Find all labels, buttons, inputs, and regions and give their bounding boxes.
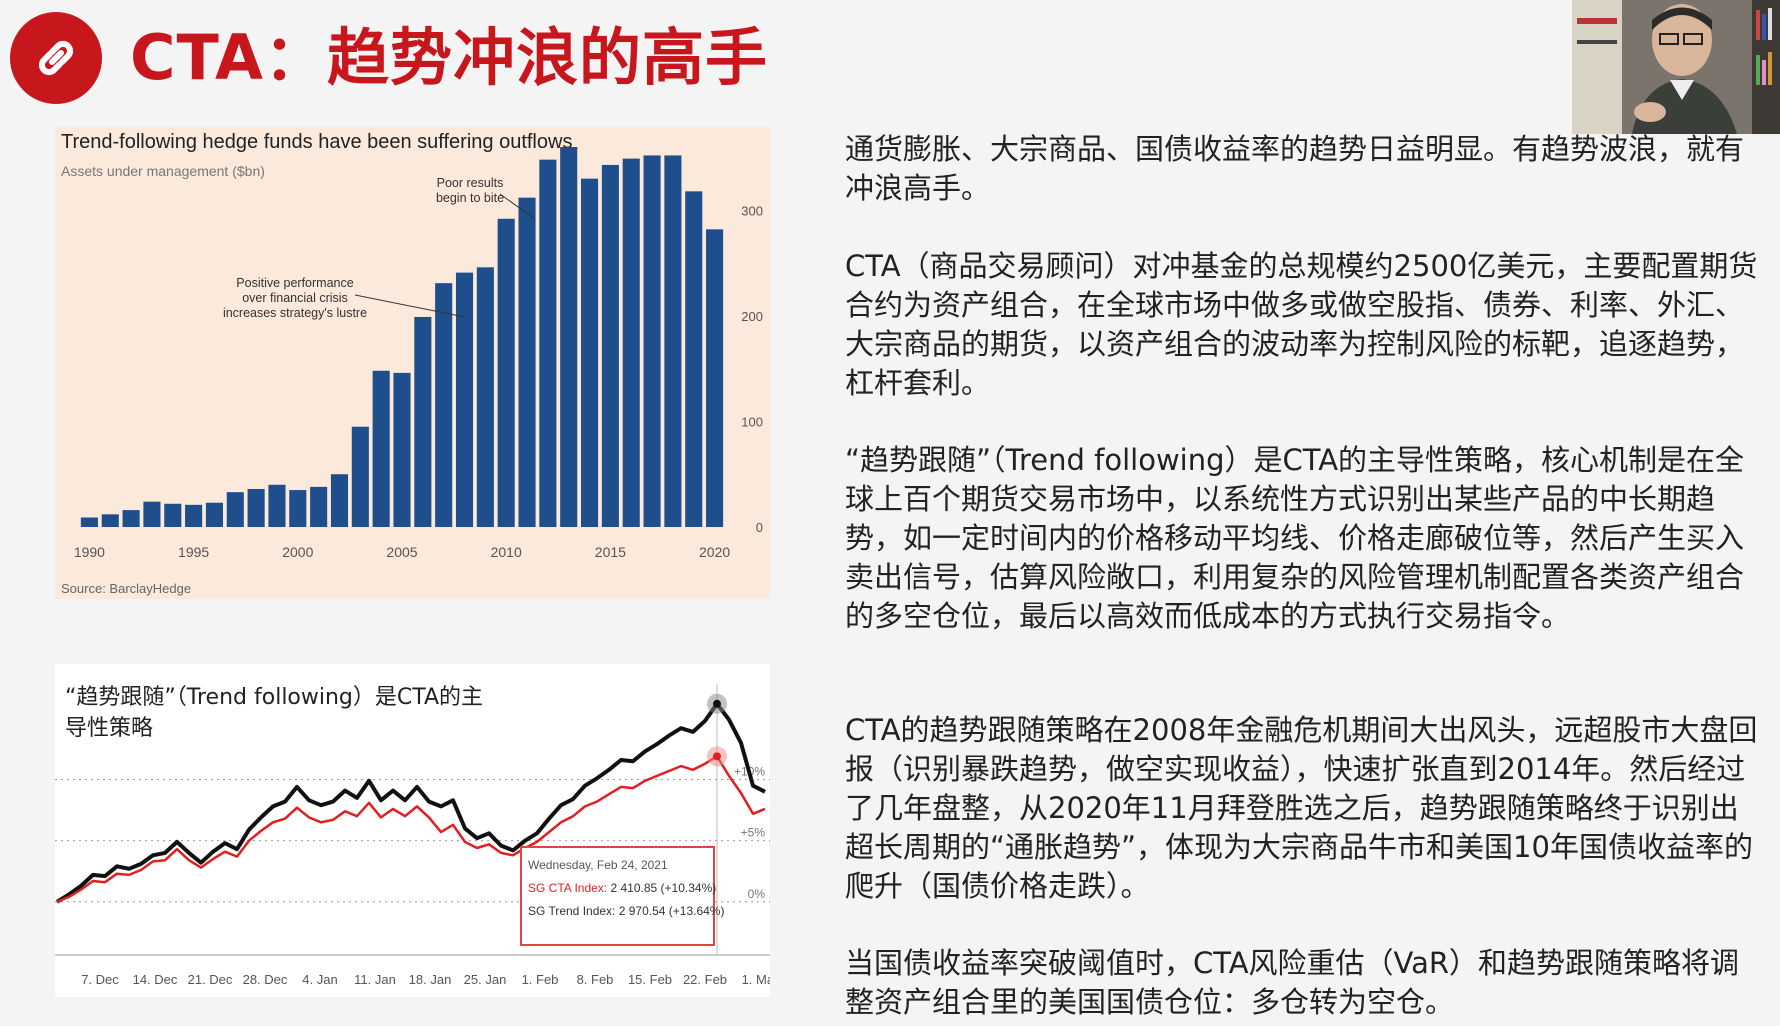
chart-caption: “趋势跟随”（Trend following）是CTA的主导性策略 [65, 685, 484, 741]
series-line [55, 701, 766, 904]
y-tick-label: 0% [748, 887, 766, 901]
annotation-text: over financial crisis [242, 291, 348, 305]
paragraph-1: 通货膨胀、大宗商品、国债收益率的趋势日益明显。有趋势波浪，就有冲浪高手。 [845, 132, 1745, 205]
x-tick-label: 28. Dec [243, 972, 288, 987]
bar [80, 517, 98, 527]
y-tick-label: 0 [756, 520, 763, 535]
x-tick-label: 2010 [491, 544, 522, 560]
annotation-text: Positive performance [236, 276, 353, 290]
bar [247, 489, 265, 527]
bar [643, 155, 661, 527]
bar [351, 426, 369, 527]
bar [393, 372, 411, 527]
paragraph-3: “趋势跟随”（Trend following）是CTA的主导性策略，核心机制是在… [845, 443, 1745, 633]
bar [476, 267, 494, 527]
bar [581, 178, 599, 527]
tooltip-trend-row: SG Trend Index: 2 970.54 (+13.64%) [528, 904, 725, 918]
x-tick-label: 15. Feb [628, 972, 672, 987]
y-tick-label: 300 [741, 203, 763, 218]
bar [414, 316, 432, 527]
bar [310, 486, 328, 527]
link-icon [38, 40, 74, 76]
chart-source: Source: BarclayHedge [61, 581, 192, 596]
hover-point [713, 699, 721, 708]
bar [226, 492, 244, 527]
x-tick-label: 18. Jan [409, 972, 452, 987]
bar [664, 155, 682, 527]
x-tick-label: 1. Feb [522, 972, 559, 987]
bar [330, 474, 349, 527]
sg-index-chart-panel: +10% +5% 0% 7. Dec 14. Dec 21. Dec 28. Dec 4. J… [55, 664, 770, 997]
presenter-video [1572, 0, 1780, 134]
aum-bar-chart: 0 100 200 300 1990 1995 2000 2005 2010 2015 2020 Po… [74, 147, 763, 560]
bar [518, 197, 536, 527]
x-tick-label: 11. Jan [354, 972, 396, 987]
page-title: CTA：趋势冲浪的高手 [130, 21, 768, 94]
x-axis-line [55, 954, 770, 956]
x-tick-label: 2005 [386, 544, 417, 560]
tooltip-cta-value: 2 410.85 (+10.34%) [610, 881, 717, 895]
y-tick-label: 200 [741, 309, 763, 324]
x-tick-label: 1995 [178, 544, 209, 560]
x-tick-label: 22. Feb [683, 972, 727, 987]
bar [601, 164, 619, 527]
bar [268, 484, 286, 527]
paragraph-2: CTA（商品交易顾问）对冲基金的总规模约2500亿美元，主要配置期货合约为资产组… [845, 249, 1758, 400]
x-tick-label: 2015 [595, 544, 626, 560]
x-tick-label: 14. Dec [133, 972, 178, 987]
x-tick-label: 1. Mar [742, 972, 770, 987]
bar [205, 502, 223, 527]
annotation-text: increases strategy's lustre [223, 306, 367, 320]
x-tick-label: 7. Dec [81, 972, 119, 987]
chart-tooltip: Wednesday, Feb 24, 2021 SG CTA Index: 2 … [520, 846, 725, 946]
annotation-text: Poor results [437, 176, 504, 190]
bar [497, 218, 515, 527]
x-tick-label: 2000 [282, 544, 313, 560]
tooltip-cta-row: SG CTA Index: 2 410.85 (+10.34%) [528, 877, 716, 900]
bar [185, 504, 203, 527]
bar [685, 191, 703, 527]
hover-point [713, 752, 721, 761]
x-tick-label: 4. Jan [302, 972, 337, 987]
paragraph-4: CTA的趋势跟随策略在2008年金融危机期间大出风头，远超股市大盘回报（识别暴跌… [845, 713, 1758, 903]
bar [122, 510, 140, 527]
y-tick-label: 100 [741, 414, 763, 429]
bar [164, 503, 182, 527]
chart-title: Trend-following hedge funds have been su… [61, 131, 573, 153]
bar [455, 272, 474, 527]
annotation-leader [499, 193, 536, 220]
series-line [56, 755, 766, 903]
bar [101, 514, 119, 527]
tooltip-date: Wednesday, Feb 24, 2021 [528, 858, 668, 872]
x-tick-label: 2020 [699, 544, 730, 560]
x-tick-label: 1990 [74, 544, 105, 560]
bar [622, 158, 640, 527]
bar [560, 147, 578, 527]
bar [706, 229, 724, 527]
bar [372, 370, 390, 527]
aum-chart-panel: Trend-following hedge funds have been su… [55, 127, 770, 599]
bar [289, 490, 307, 527]
bar [143, 501, 161, 527]
link-logo [10, 12, 102, 104]
bar [435, 283, 453, 527]
tooltip-cta-label: SG CTA Index: [528, 881, 608, 895]
bar [539, 159, 557, 527]
y-tick-label: +5% [741, 826, 766, 840]
chart-subtitle: Assets under management ($bn) [61, 163, 265, 179]
annotation-text: begin to bite [436, 191, 504, 205]
x-tick-label: 25. Jan [464, 972, 507, 987]
paragraph-5: 当国债收益率突破阈值时，CTA风险重估（VaR）和趋势跟随策略将调整资产组合里的… [845, 946, 1740, 1019]
x-tick-label: 21. Dec [188, 972, 233, 987]
annotation-leader [354, 294, 466, 318]
x-tick-label: 8. Feb [577, 972, 614, 987]
